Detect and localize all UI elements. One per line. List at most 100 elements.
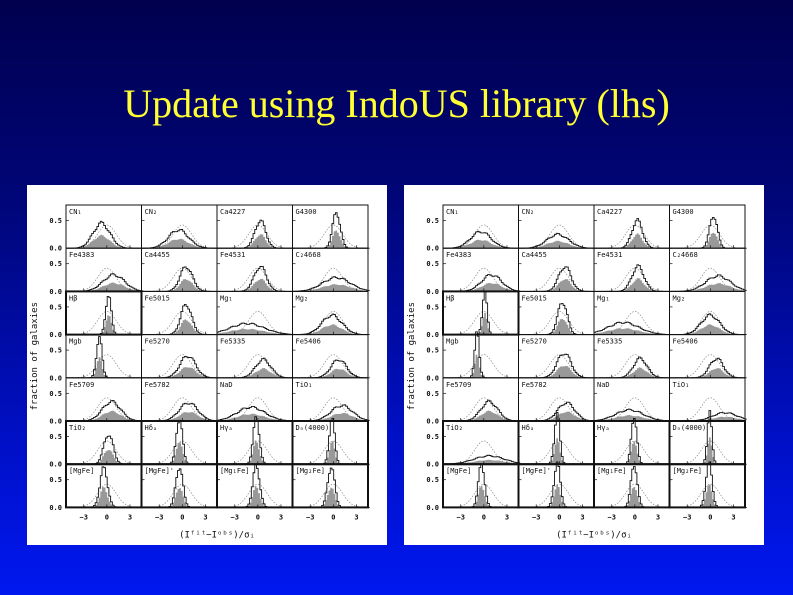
histogram-panel: [Mg₁Fe] xyxy=(216,463,295,509)
model-histogram-fill xyxy=(217,413,295,421)
model-histogram-fill xyxy=(443,459,521,465)
model-histogram-fill xyxy=(594,486,672,508)
model-histogram-fill xyxy=(66,282,144,292)
histogram-panel: Fe4383 xyxy=(65,247,144,292)
panel-label: Dₙ(4000) xyxy=(296,424,330,432)
y-tick-label: 0.5 xyxy=(426,303,439,311)
histogram-panel: [Mg₂Fe] xyxy=(668,461,747,509)
x-tick-label: 0 xyxy=(633,513,637,521)
x-tick-label: −3 xyxy=(231,513,239,521)
x-tick-label: 3 xyxy=(128,513,132,521)
y-tick-label: 0.5 xyxy=(426,433,439,441)
histogram-panel: TiO₁ xyxy=(669,377,747,422)
y-tick-label: 0.0 xyxy=(49,245,62,253)
panel-label: Fe5782 xyxy=(522,381,547,389)
model-histogram-fill xyxy=(217,234,295,249)
histogram-panel: Hγₐ xyxy=(593,417,672,466)
panel-label: Hδₐ xyxy=(145,424,158,432)
model-histogram-fill xyxy=(443,354,521,378)
panel-label: TiO₁ xyxy=(296,381,313,389)
model-histogram-fill xyxy=(518,438,596,465)
panel-label: Ca4227 xyxy=(597,208,622,216)
x-tick-label: 0 xyxy=(256,513,260,521)
model-histogram-fill xyxy=(217,486,295,508)
panel-label: Ca4455 xyxy=(145,251,170,259)
x-tick-label: −3 xyxy=(457,513,465,521)
model-histogram-fill xyxy=(141,367,219,378)
histogram-panel: NaD xyxy=(216,377,295,422)
panel-label: Fe5270 xyxy=(522,338,547,346)
y-tick-label: 0.5 xyxy=(426,260,439,268)
histogram-panel: Fe5270 xyxy=(518,334,596,379)
histogram-panel: Hβ xyxy=(65,290,144,336)
x-axis-label: (Iᶠⁱᵗ−Iᵒᵇˢ)/σᵢ xyxy=(556,530,632,540)
y-tick-label: 0.0 xyxy=(49,288,62,296)
model-histogram-fill xyxy=(669,324,747,335)
model-histogram-fill xyxy=(141,412,219,421)
model-histogram-fill xyxy=(141,319,219,335)
y-tick-label: 0.5 xyxy=(49,476,62,484)
panel-label: [Mg₂Fe] xyxy=(296,467,326,475)
model-histogram-fill xyxy=(443,239,521,249)
histogram-panel: Mg₁ xyxy=(216,290,295,336)
histogram-panel: CN₁ xyxy=(65,204,144,249)
histogram-panel: Mg₂ xyxy=(292,290,370,336)
panel-label: [Mg₁Fe] xyxy=(220,467,250,475)
panel-label: [Mg₂Fe] xyxy=(673,467,703,475)
histogram-panel: Hδₐ xyxy=(140,419,219,466)
y-tick-label: 0.5 xyxy=(49,433,62,441)
model-histogram-fill xyxy=(141,279,219,292)
model-histogram-fill xyxy=(66,450,144,465)
panel-frame xyxy=(291,463,369,509)
panel-label: CN₁ xyxy=(69,208,82,216)
panel-label: Hγₐ xyxy=(220,424,233,432)
model-histogram-fill xyxy=(141,488,219,508)
panel-label: Fe4531 xyxy=(220,251,245,259)
y-tick-label: 0.5 xyxy=(426,347,439,355)
model-histogram-fill xyxy=(669,283,747,292)
panel-label: CN₂ xyxy=(522,208,535,216)
y-tick-label: 0.5 xyxy=(49,260,62,268)
histogram-panel: Fe5015 xyxy=(518,290,596,336)
histogram-panel: Mg₂ xyxy=(669,290,747,336)
x-tick-label: 0 xyxy=(180,513,184,521)
figure-left-histogram-grid: CN₁ 0.0 0.5 CN₂ Ca4227 G4300 Fe4383 0.0 0.5 Ca445… xyxy=(27,185,387,545)
histogram-grid-svg: CN₁ 0.0 0.5 CN₂ Ca4227 G4300 Fe4383 0.0 0.5 Ca445… xyxy=(30,204,370,540)
histogram-panel: Fe5335 xyxy=(216,334,295,379)
y-tick-label: 0.0 xyxy=(426,245,439,253)
x-tick-label: −3 xyxy=(532,513,540,521)
panel-label: Ca4227 xyxy=(220,208,245,216)
y-tick-label: 0.5 xyxy=(49,303,62,311)
panel-label: NaD xyxy=(597,381,610,389)
panel-frame xyxy=(668,463,746,509)
slide-title: Update using IndoUS library (lhs) xyxy=(123,81,670,126)
model-histogram-fill xyxy=(669,416,747,421)
histogram-panel: [MgFe]' xyxy=(140,463,219,509)
x-tick-label: −3 xyxy=(306,513,314,521)
histogram-panel: CN₂ xyxy=(518,204,596,249)
histogram-panel: [Mg₁Fe] xyxy=(593,463,672,509)
histogram-panel: CN₁ xyxy=(442,204,521,249)
histogram-panel: Fe5709 xyxy=(442,377,521,422)
model-histogram-fill xyxy=(594,278,672,292)
model-histogram-fill xyxy=(518,366,596,378)
panel-label: Fe5709 xyxy=(446,381,471,389)
histogram-panel: Fe5406 xyxy=(669,334,747,379)
histogram-panel: G4300 xyxy=(669,204,747,249)
panel-label: [MgFe]' xyxy=(522,467,552,475)
panel-label: Hδₐ xyxy=(522,424,535,432)
model-histogram-fill xyxy=(443,312,521,335)
y-tick-label: 0.5 xyxy=(49,217,62,225)
histogram-panel: [MgFe]' xyxy=(517,461,596,509)
x-tick-label: 0 xyxy=(482,513,486,521)
histogram-panel: NaD xyxy=(593,377,672,422)
histogram-panel: Fe5782 xyxy=(518,377,596,422)
y-tick-label: 0.5 xyxy=(426,390,439,398)
model-histogram-fill xyxy=(518,319,596,335)
x-tick-label: 0 xyxy=(557,513,561,521)
histogram-panel: Ca4455 xyxy=(518,247,596,292)
panel-label: C₂4668 xyxy=(296,251,321,259)
panel-label: Fe5335 xyxy=(597,338,622,346)
model-histogram-fill xyxy=(518,484,596,508)
panel-label: Mg₂ xyxy=(673,294,686,302)
